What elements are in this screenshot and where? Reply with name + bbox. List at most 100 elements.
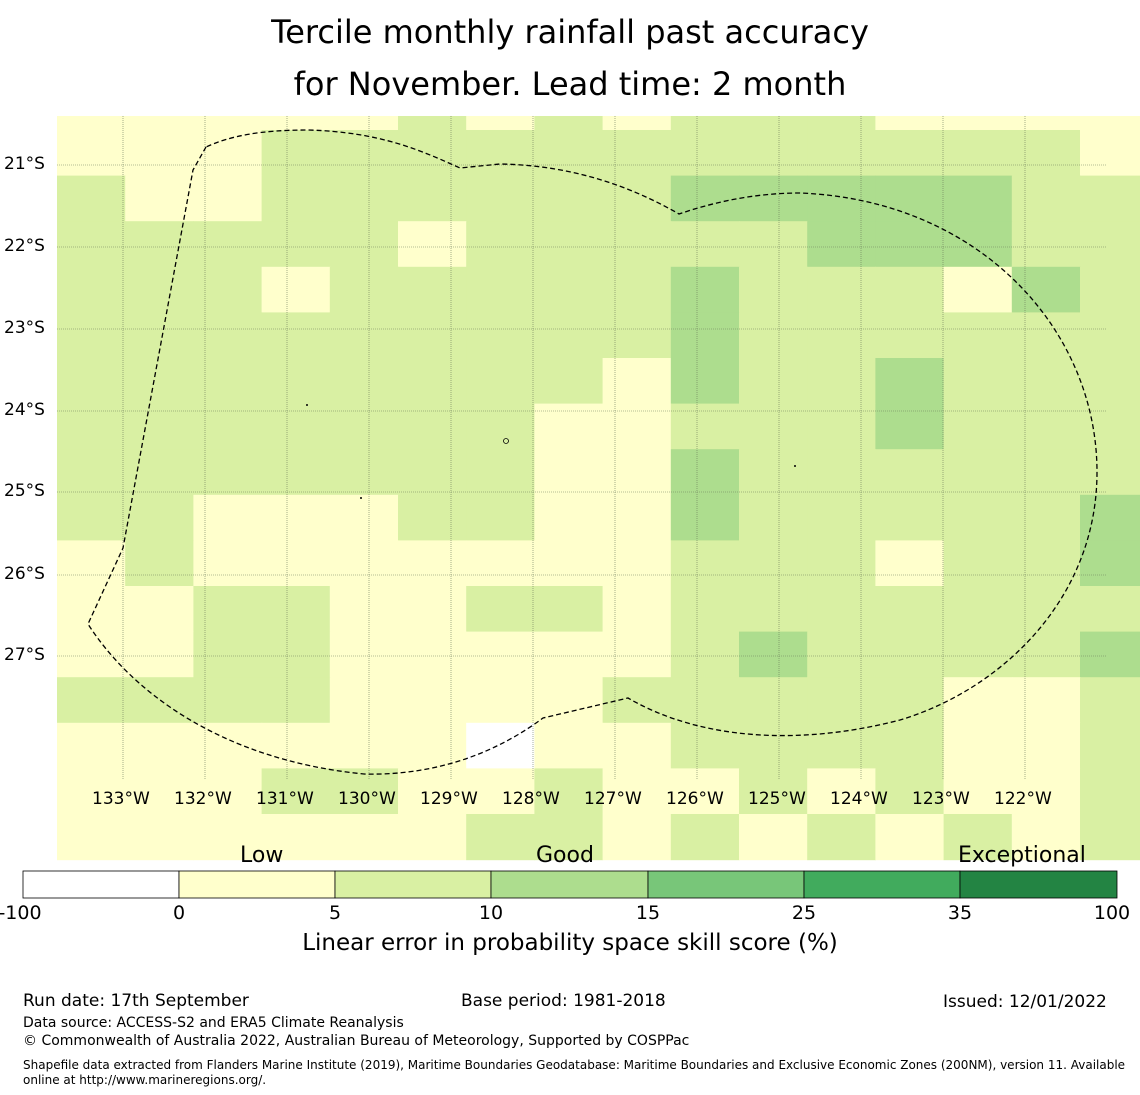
- grid-cell: [739, 130, 808, 177]
- grid-cell: [466, 586, 535, 633]
- grid-cell: [261, 175, 331, 222]
- colorbar-word-exceptional: Exceptional: [958, 843, 1086, 868]
- colorbar-tick: 100: [1093, 902, 1131, 924]
- grid-cell: [875, 116, 945, 131]
- grid-cell: [193, 814, 263, 861]
- grid-cell: [1080, 586, 1140, 633]
- grid-cell: [261, 358, 331, 405]
- colorbar-swatch: [490, 870, 649, 899]
- grid-cell: [943, 221, 1013, 268]
- grid-cell: [1011, 722, 1081, 769]
- grid-cell: [875, 175, 945, 222]
- grid-cell: [602, 494, 672, 541]
- grid-cell: [193, 540, 263, 587]
- grid-cell: [943, 494, 1013, 541]
- grid-cell: [57, 358, 126, 405]
- grid-cell: [261, 814, 331, 861]
- colorbar-label: Linear error in probability space skill …: [302, 930, 838, 956]
- lon-label: 129°W: [420, 789, 478, 809]
- grid-cell: [602, 358, 672, 405]
- title-line-1: Tercile monthly rainfall past accuracy: [271, 13, 869, 51]
- grid-cell: [807, 586, 876, 633]
- colorbar-swatch: [803, 870, 961, 899]
- grid-cell: [670, 586, 740, 633]
- grid-cell: [57, 312, 126, 359]
- grid-cell: [534, 175, 604, 222]
- grid-cell: [670, 494, 740, 541]
- grid-cell: [875, 312, 945, 359]
- grid-cell: [466, 266, 535, 313]
- grid-cell: [261, 116, 331, 131]
- grid-cell: [329, 266, 399, 313]
- title-line-2: for November. Lead time: 2 month: [293, 65, 847, 103]
- grid-cell: [670, 175, 740, 222]
- grid-cell: [1080, 540, 1140, 587]
- lat-label: 21°S: [4, 154, 45, 174]
- grid-cell: [875, 677, 945, 724]
- grid-cell: [125, 494, 194, 541]
- grid-cell: [943, 116, 1013, 131]
- grid-cell: [466, 358, 535, 405]
- grid-cell: [125, 768, 194, 815]
- grid-cell: [329, 130, 399, 177]
- grid-cell: [125, 358, 194, 405]
- colorbar-swatch: [334, 870, 492, 899]
- grid-cell: [261, 221, 331, 268]
- grid-cell: [466, 175, 535, 222]
- grid-cell: [534, 540, 604, 587]
- grid-cell: [739, 722, 808, 769]
- grid-cell: [602, 449, 672, 496]
- grid-cell: [739, 677, 808, 724]
- island-marker: [503, 438, 509, 444]
- grid-cell: [943, 175, 1013, 222]
- grid-cell: [261, 266, 331, 313]
- grid-cell: [329, 403, 399, 450]
- lon-label: 123°W: [912, 789, 970, 809]
- grid-cell: [670, 266, 740, 313]
- grid-cell: [1080, 494, 1140, 541]
- grid-cell: [57, 814, 126, 861]
- grid-cell: [602, 768, 672, 815]
- grid-cell: [807, 312, 876, 359]
- lon-label: 131°W: [256, 789, 314, 809]
- grid-cell: [193, 266, 263, 313]
- grid-cell: [398, 722, 467, 769]
- grid-cell: [57, 175, 126, 222]
- grid-cell: [193, 130, 263, 177]
- grid-cell: [807, 768, 876, 815]
- grid-cell: [329, 175, 399, 222]
- data-source: Data source: ACCESS-S2 and ERA5 Climate …: [23, 1015, 404, 1031]
- grid-cell: [670, 449, 740, 496]
- island-marker: [306, 404, 308, 406]
- grid-cell: [57, 586, 126, 633]
- grid-cell: [1011, 494, 1081, 541]
- grid-cell: [875, 221, 945, 268]
- grid-cell: [875, 722, 945, 769]
- grid-cell: [739, 586, 808, 633]
- grid-cell: [261, 722, 331, 769]
- grid-cell: [670, 403, 740, 450]
- grid-cell: [534, 116, 604, 131]
- grid-cell: [329, 358, 399, 405]
- grid-cell: [875, 403, 945, 450]
- colorbar-tick: 5: [328, 902, 342, 924]
- grid-cell: [57, 494, 126, 541]
- grid-cell: [1011, 175, 1081, 222]
- grid-cell: [739, 768, 808, 815]
- grid-cell: [398, 312, 467, 359]
- colorbar: [22, 870, 1118, 899]
- lon-label: 124°W: [830, 789, 888, 809]
- grid-cell: [534, 722, 604, 769]
- grid-cell: [1080, 130, 1140, 177]
- grid-cell: [602, 540, 672, 587]
- grid-cell: [125, 449, 194, 496]
- grid-cell: [602, 403, 672, 450]
- grid-cell: [807, 130, 876, 177]
- grid-cell: [670, 540, 740, 587]
- grid-cell: [466, 116, 535, 131]
- grid-cell: [329, 586, 399, 633]
- chart-title: Tercile monthly rainfall past accuracy f…: [0, 6, 1140, 110]
- grid-cell: [875, 266, 945, 313]
- grid-cell: [57, 449, 126, 496]
